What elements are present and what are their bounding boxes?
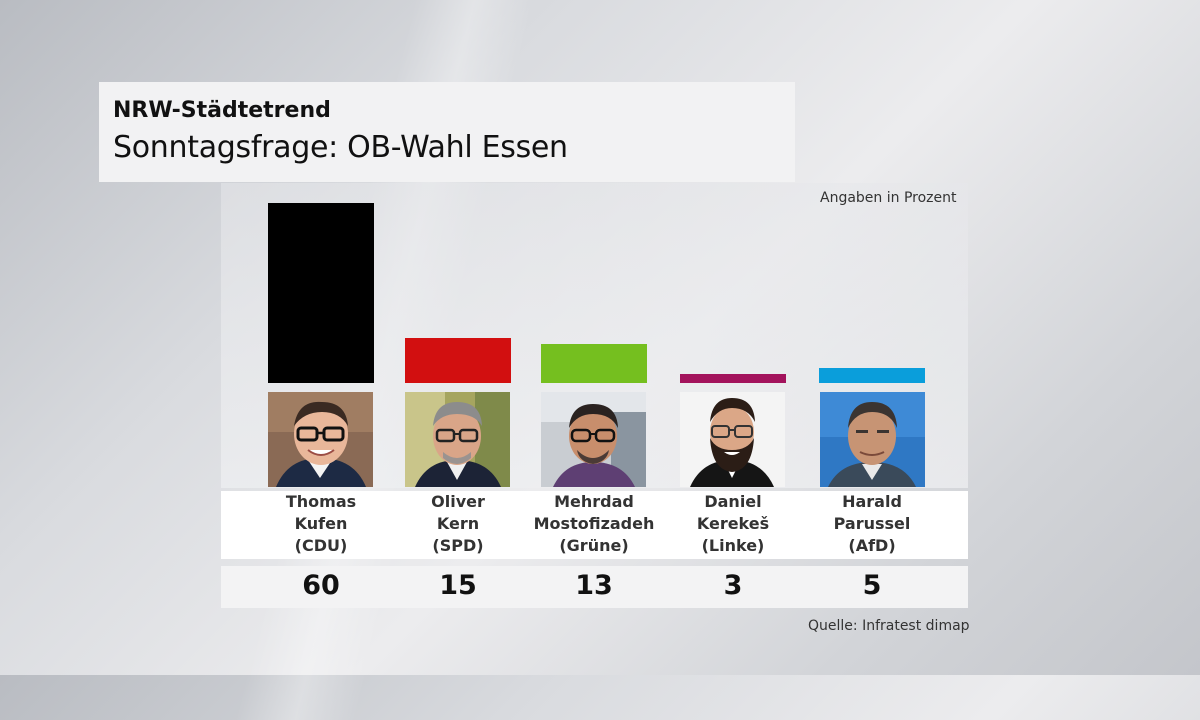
candidate-first: Harald	[842, 492, 902, 511]
candidate-label: Daniel Kerekeš (Linke)	[658, 491, 808, 557]
candidate-party: (SPD)	[432, 536, 484, 555]
candidate-photo-mostofizadeh	[541, 392, 646, 487]
candidate-first: Thomas	[285, 492, 357, 511]
value-label: 60	[302, 570, 340, 601]
candidate-last: Mostofizadeh	[533, 514, 655, 533]
candidate-label: Mehrdad Mostofizadeh (Grüne)	[519, 491, 669, 557]
candidate-first: Mehrdad	[554, 492, 634, 511]
candidate-party: (Linke)	[701, 536, 765, 555]
bar-parussel	[819, 368, 925, 383]
value-label: 13	[575, 570, 613, 601]
candidate-photo-parussel	[820, 392, 925, 487]
values-row	[221, 566, 968, 608]
unit-note: Angaben in Prozent	[820, 190, 957, 206]
bar-kufen	[268, 203, 374, 383]
candidate-label: Harald Parussel (AfD)	[797, 491, 947, 557]
bar-kern	[405, 338, 511, 383]
candidate-last: Kern	[436, 514, 480, 533]
bar-kerekeš	[680, 374, 786, 383]
candidate-last: Kerekeš	[696, 514, 770, 533]
candidate-last: Kufen	[294, 514, 348, 533]
kicker: NRW-Städtetrend	[113, 98, 331, 123]
title-box: NRW-Städtetrend Sonntagsfrage: OB-Wahl E…	[99, 82, 795, 182]
candidate-party: (Grüne)	[559, 536, 629, 555]
candidate-party: (AfD)	[848, 536, 896, 555]
candidate-label: Thomas Kufen (CDU)	[246, 491, 396, 557]
candidate-photo-kern	[405, 392, 510, 487]
candidate-photo-kufen	[268, 392, 373, 487]
page-title: Sonntagsfrage: OB-Wahl Essen	[113, 130, 568, 165]
value-label: 5	[862, 570, 882, 601]
candidate-first: Daniel	[704, 492, 762, 511]
candidate-party: (CDU)	[294, 536, 348, 555]
value-label: 15	[439, 570, 477, 601]
candidate-photo-kerekes	[680, 392, 785, 487]
candidate-last: Parussel	[833, 514, 911, 533]
candidate-names-row	[221, 491, 968, 559]
candidate-first: Oliver	[431, 492, 485, 511]
candidate-label: Oliver Kern (SPD)	[383, 491, 533, 557]
value-label: 3	[723, 570, 743, 601]
source-note: Quelle: Infratest dimap	[808, 618, 970, 634]
bar-mostofizadeh	[541, 344, 647, 383]
